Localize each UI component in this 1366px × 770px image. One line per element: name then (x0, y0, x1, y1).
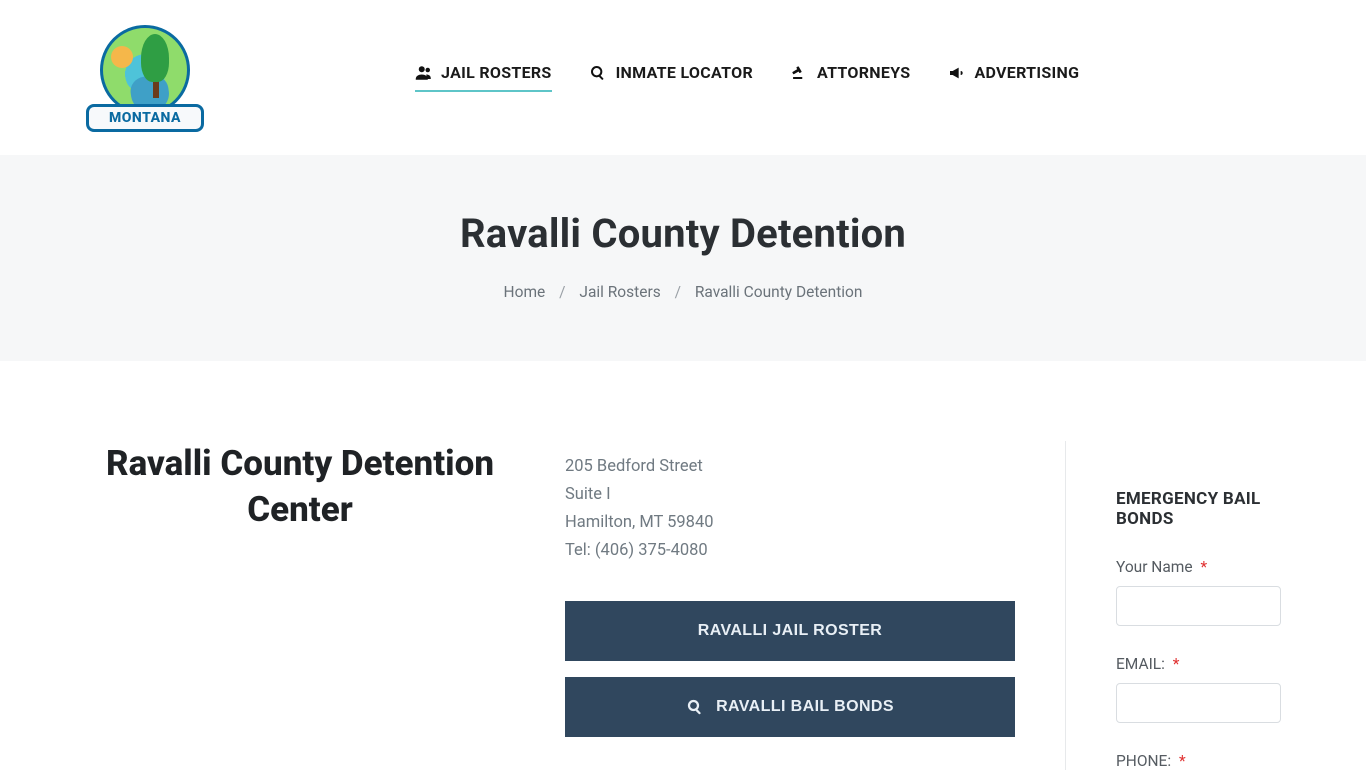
page-title: Ravalli County Detention (0, 210, 1366, 257)
header: MONTANA JAIL ROSTERS INMATE LOCATOR ATTO… (0, 0, 1366, 155)
logo-ribbon: MONTANA (86, 104, 204, 132)
address-block: 205 Bedford Street Suite I Hamilton, MT … (565, 453, 1015, 565)
nav-label: ADVERTISING (974, 63, 1079, 82)
label-text: PHONE: (1116, 752, 1171, 770)
form-field-email: EMAIL: * (1116, 654, 1281, 723)
brand-text: MONTANA (109, 110, 181, 126)
address-line: Hamilton, MT 59840 (565, 509, 1015, 537)
main-content: Ravalli County Detention Center 205 Bedf… (0, 361, 1366, 770)
required-star: * (1200, 558, 1207, 576)
nav-label: ATTORNEYS (817, 63, 910, 82)
nav-inmate-locator[interactable]: INMATE LOCATOR (590, 63, 753, 92)
primary-nav: JAIL ROSTERS INMATE LOCATOR ATTORNEYS AD… (415, 55, 1079, 100)
form-field-phone: PHONE: * (1116, 751, 1281, 770)
nav-label: JAIL ROSTERS (441, 63, 552, 82)
nav-label: INMATE LOCATOR (616, 63, 753, 82)
jail-roster-button[interactable]: RAVALLI JAIL ROSTER (565, 601, 1015, 661)
brand-logo[interactable]: MONTANA (85, 25, 205, 130)
detention-center-title: Ravalli County Detention Center (85, 441, 515, 532)
content-middle: 205 Bedford Street Suite I Hamilton, MT … (565, 441, 1015, 770)
label-text: Your Name (1116, 558, 1193, 576)
gavel-icon (791, 65, 809, 81)
form-field-name: Your Name * (1116, 557, 1281, 626)
name-input[interactable] (1116, 586, 1281, 626)
nav-jail-rosters[interactable]: JAIL ROSTERS (415, 63, 552, 92)
breadcrumb: Home / Jail Rosters / Ravalli County Det… (0, 283, 1366, 301)
label-text: EMAIL: (1116, 655, 1165, 673)
breadcrumb-rosters[interactable]: Jail Rosters (579, 283, 660, 301)
breadcrumb-sep: / (675, 283, 681, 301)
button-label: RAVALLI BAIL BONDS (716, 698, 894, 716)
address-line: Suite I (565, 481, 1015, 509)
megaphone-icon (948, 65, 966, 81)
bail-bonds-button[interactable]: RAVALLI BAIL BONDS (565, 677, 1015, 737)
email-input[interactable] (1116, 683, 1281, 723)
email-label: EMAIL: * (1116, 655, 1179, 673)
required-star: * (1179, 752, 1186, 770)
sidebar: EMERGENCY BAIL BONDS Your Name * EMAIL: … (1065, 441, 1281, 770)
phone-label: PHONE: * (1116, 752, 1186, 770)
nav-advertising[interactable]: ADVERTISING (948, 63, 1079, 92)
content-left: Ravalli County Detention Center (85, 441, 515, 770)
address-tel: Tel: (406) 375-4080 (565, 537, 1015, 565)
breadcrumb-home[interactable]: Home (504, 283, 546, 301)
button-label: RAVALLI JAIL ROSTER (698, 622, 883, 640)
search-location-icon (590, 65, 608, 81)
sidebar-title: EMERGENCY BAIL BONDS (1116, 489, 1281, 529)
name-label: Your Name * (1116, 558, 1207, 576)
logo-illustration (100, 25, 190, 115)
breadcrumb-current: Ravalli County Detention (695, 283, 863, 301)
nav-attorneys[interactable]: ATTORNEYS (791, 63, 910, 92)
logo-tree-trunk (153, 76, 159, 98)
users-icon (415, 65, 433, 81)
required-star: * (1173, 655, 1180, 673)
logo-container: MONTANA (85, 25, 415, 130)
breadcrumb-sep: / (559, 283, 565, 301)
search-icon (686, 698, 704, 716)
page-hero: Ravalli County Detention Home / Jail Ros… (0, 155, 1366, 361)
address-line: 205 Bedford Street (565, 453, 1015, 481)
